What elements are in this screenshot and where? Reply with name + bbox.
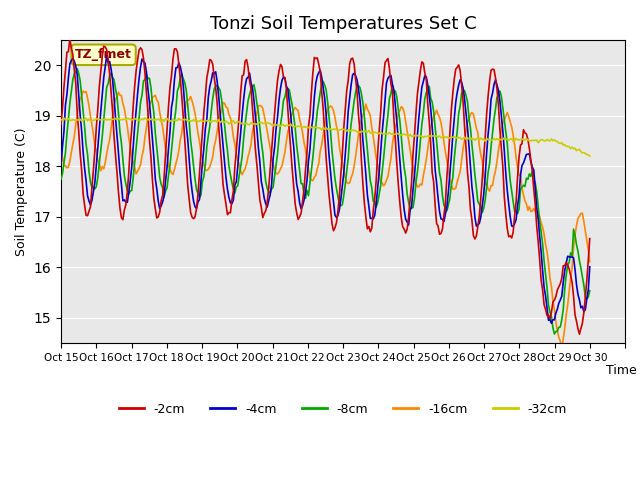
X-axis label: Time: Time xyxy=(605,364,636,377)
Y-axis label: Soil Temperature (C): Soil Temperature (C) xyxy=(15,127,28,256)
Title: Tonzi Soil Temperatures Set C: Tonzi Soil Temperatures Set C xyxy=(210,15,476,33)
Legend: -2cm, -4cm, -8cm, -16cm, -32cm: -2cm, -4cm, -8cm, -16cm, -32cm xyxy=(114,398,572,421)
Text: TZ_fmet: TZ_fmet xyxy=(75,48,132,61)
